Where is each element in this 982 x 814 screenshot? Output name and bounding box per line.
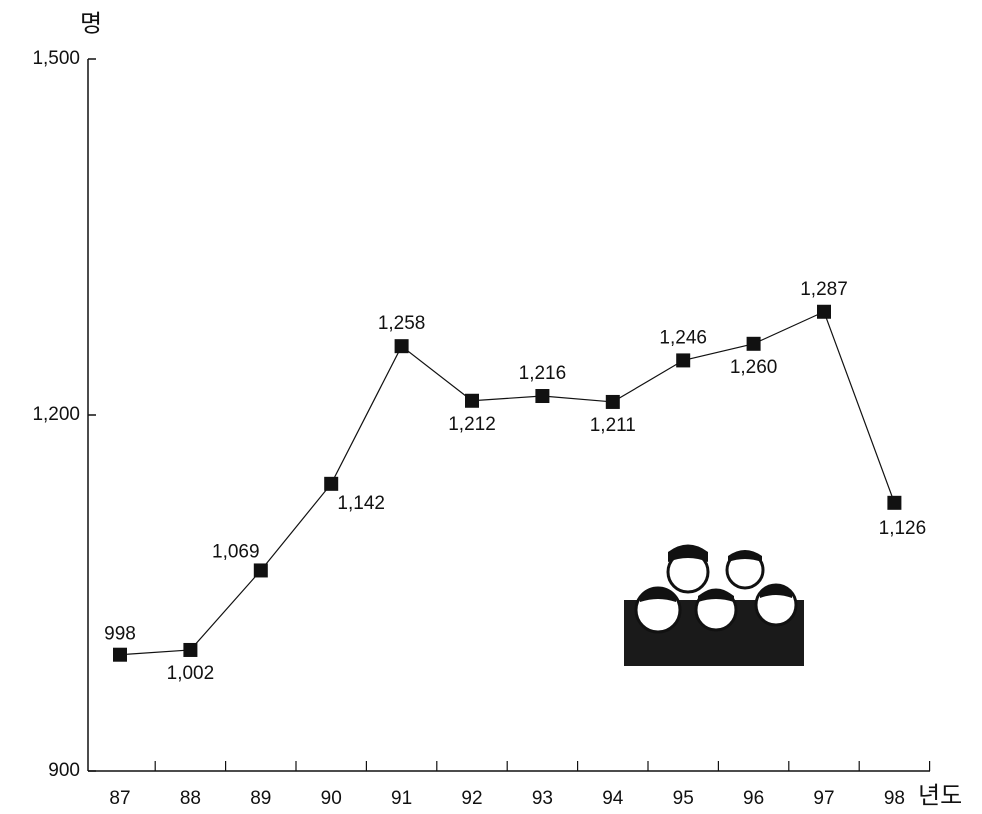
data-point — [183, 642, 198, 657]
x-tick-label: 98 — [884, 788, 905, 809]
data-label: 1,212 — [448, 414, 496, 435]
x-tick-label: 94 — [602, 788, 624, 809]
data-point — [817, 304, 831, 319]
y-tick-label: 900 — [48, 760, 80, 781]
y-tick-label: 1,500 — [32, 48, 80, 69]
data-point — [465, 393, 479, 408]
data-line — [119, 310, 895, 656]
y-axis-label: 명 — [80, 11, 102, 38]
x-tick-label: 87 — [109, 788, 130, 809]
x-tick-label: 91 — [391, 788, 412, 809]
data-label: 1,069 — [212, 541, 260, 562]
x-tick-label: 88 — [180, 788, 201, 809]
data-point — [253, 563, 268, 578]
data-point — [324, 476, 339, 491]
data-label: 1,142 — [337, 493, 385, 514]
data-point — [113, 647, 127, 662]
x-tick-label: 95 — [673, 788, 694, 809]
x-axis-label: 년도 — [918, 783, 962, 810]
x-tick-label: 90 — [321, 788, 342, 809]
data-point — [746, 336, 761, 351]
data-label: 1,126 — [879, 518, 927, 539]
x-tick-label: 96 — [743, 788, 764, 809]
data-point — [605, 394, 620, 409]
clipart — [624, 544, 804, 666]
data-point — [887, 495, 902, 510]
data-label: 1,258 — [378, 313, 426, 334]
x-tick-label: 97 — [813, 788, 834, 809]
data-label: 1,216 — [519, 363, 567, 384]
y-tick-label: 1,200 — [32, 404, 80, 425]
data-point — [394, 339, 409, 354]
data-label: 1,211 — [590, 415, 636, 436]
data-label: 1,260 — [730, 357, 778, 378]
data-label: 998 — [104, 624, 136, 645]
data-point — [676, 353, 691, 368]
x-tick-label: 93 — [532, 788, 553, 809]
x-tick-label: 92 — [461, 788, 482, 809]
x-tick-label: 89 — [250, 788, 271, 809]
data-point — [535, 389, 550, 404]
data-label: 1,287 — [800, 279, 848, 300]
data-label: 1,002 — [167, 663, 215, 684]
data-label: 1,246 — [659, 327, 707, 348]
